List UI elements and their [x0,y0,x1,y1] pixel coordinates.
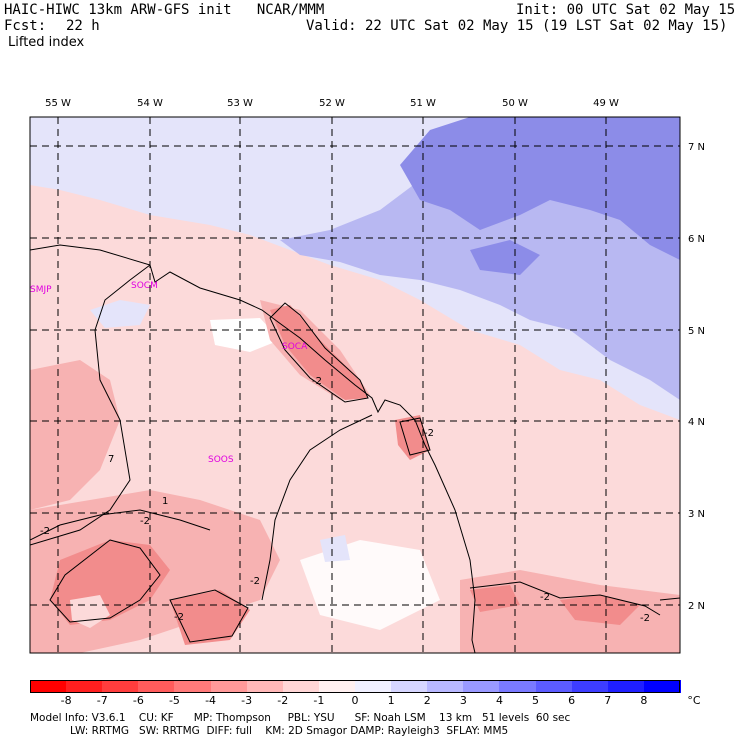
field-blue-patch-2 [320,535,350,562]
station-soca: SOCA [282,342,308,352]
colorbar-tick-label: -3 [241,694,253,707]
colorbar-tick-label: 7 [604,694,612,707]
lon-label-55w: 55 W [45,98,71,109]
colorbar-tick-label: -4 [205,694,217,707]
colorbar-tick-label: 3 [459,694,467,707]
model-title: HAIC-HIWC 13km ARW-GFS init NCAR/MMM [4,2,325,18]
lon-label-49w: 49 W [593,98,619,109]
colorbar-tick-label: 5 [532,694,540,707]
contour-soca [269,302,369,403]
colorbar-swatch [535,680,573,693]
contour-east [399,417,431,456]
contour-label: -2 [40,526,50,537]
colorbar-swatch [66,680,104,693]
border-suriname-guiana [261,414,373,601]
lat-label-3n: 3 N [688,509,705,520]
field-red-medium-w [30,360,120,510]
colorbar-swatch [210,680,248,693]
field-name: Lifted index [8,35,85,50]
model-info-line1: Model Info: V3.6.1 CU: KF MP: Thompson P… [30,712,571,724]
colorbar-tick-label: -7 [96,694,108,707]
field-white-patch [210,318,280,352]
valid-time: Valid: 22 UTC Sat 02 May 15 (19 LST Sat … [306,18,728,34]
field-red-strong-e [395,415,430,460]
colorbar-tick-label: -1 [313,694,325,707]
colorbar-swatch [138,680,176,693]
border-suriname-guyana [30,264,151,546]
lat-label-6n: 6 N [688,234,705,245]
colorbar-tick-label: 1 [387,694,395,707]
lon-label-53w: 53 W [227,98,253,109]
colorbar-swatch [174,680,212,693]
contour-label: -2 [140,516,150,527]
lon-label-52w: 52 W [319,98,345,109]
field-blue-patch [90,300,150,328]
forecast-label: Fcst: [4,18,47,34]
lat-label-7n: 7 N [688,142,705,153]
colorbar-swatch [246,680,284,693]
contour-label: -2 [250,576,260,587]
lat-label-2n: 2 N [688,601,705,612]
coastline [30,244,476,653]
colorbar-swatch [427,680,465,693]
contour-se [469,581,680,616]
colorbar-swatch [499,680,537,693]
contour-label: -2 [640,613,650,624]
colorbar-swatch [571,680,609,693]
colorbar-tick-label: 4 [495,694,503,707]
colorbar-swatch [463,680,501,693]
field-red-strong-soca [270,305,368,400]
colorbar-tick-label: 2 [423,694,431,707]
colorbar-unit: °C [687,694,701,707]
colorbar-tick-label: 6 [568,694,576,707]
colorbar-tick-label: -2 [277,694,289,707]
field-red-strong-s [170,590,250,645]
contour-label: -2 [540,592,550,603]
colorbar-tick-label: -8 [60,694,72,707]
lon-label-54w: 54 W [137,98,163,109]
field-white-patch-2 [300,540,440,630]
colorbar-swatch [318,680,356,693]
colorbar-swatch [282,680,320,693]
colorbar-tick-label: 0 [351,694,359,707]
field-red-strong-se [470,585,520,612]
colorbar-tick-label: -6 [132,694,144,707]
contour-label: 1 [162,496,168,507]
field-blue-strong [400,117,680,260]
station-smjp: SMJP [30,285,52,295]
colorbar-swatch [607,680,645,693]
init-time: Init: 00 UTC Sat 02 May 15 [516,2,736,18]
colorbar-frame [30,680,680,693]
field-red-light-hole [70,595,110,628]
lat-label-5n: 5 N [688,326,705,337]
contour-label: -2 [174,612,184,623]
colorbar-swatch [102,680,140,693]
model-info-line2: LW: RRTMG SW: RRTMG DIFF: full KM: 2D Sm… [30,725,509,737]
contour-label: -2 [424,428,434,439]
station-socm: SOCM [131,281,158,291]
map-frame [29,116,681,654]
field-blue-strong-2 [470,240,540,275]
contour-label: -2 [312,376,322,387]
forecast-hour: 22 h [66,18,100,34]
colorbar-swatch [355,680,392,693]
colorbar-swatch [643,680,681,693]
colorbar-tick-label: -5 [168,694,180,707]
lon-label-51w: 51 W [410,98,436,109]
station-soos: SOOS [208,455,234,465]
lon-label-50w: 50 W [502,98,528,109]
lat-label-4n: 4 N [688,417,705,428]
field-red-strong-se-2 [560,595,640,625]
colorbar-tick-label: 8 [640,694,648,707]
colorbar-swatch [391,680,429,693]
contour-label: 7 [108,454,114,465]
